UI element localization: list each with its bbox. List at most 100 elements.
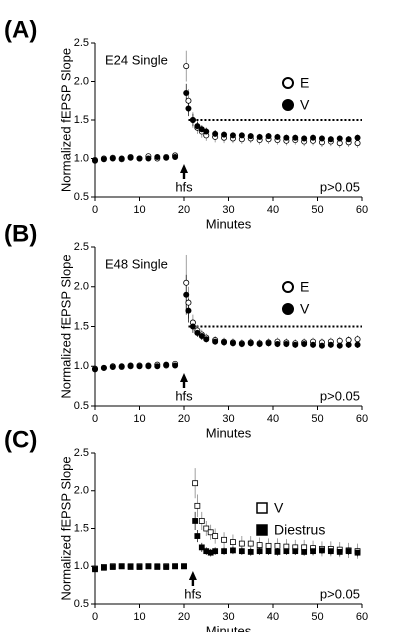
marker (292, 341, 299, 348)
marker (127, 154, 134, 161)
marker (274, 542, 281, 549)
legend-marker (282, 99, 294, 111)
marker (198, 333, 205, 340)
x-tick-label: 60 (356, 204, 368, 216)
x-tick-label: 0 (92, 611, 98, 623)
marker (189, 117, 196, 124)
marker (118, 155, 125, 162)
y-tick-label: 0.5 (74, 400, 89, 412)
marker (172, 362, 179, 369)
marker (345, 341, 352, 348)
y-tick-label: 2.0 (74, 75, 89, 87)
marker (354, 549, 361, 556)
marker (265, 542, 272, 549)
marker (100, 364, 107, 371)
x-axis-label: Minutes (206, 216, 252, 231)
marker (183, 90, 190, 97)
y-tick-label: 1.0 (74, 560, 89, 572)
marker (92, 566, 98, 573)
marker (212, 548, 219, 555)
marker (292, 548, 299, 555)
marker (265, 133, 272, 140)
marker (256, 340, 263, 347)
marker (154, 563, 161, 570)
marker (283, 134, 290, 141)
y-tick-label: 2.5 (74, 241, 89, 253)
y-tick-label: 0.5 (74, 191, 89, 203)
marker (194, 123, 201, 130)
marker (336, 549, 343, 555)
panel-label: (B) (4, 220, 37, 247)
marker (265, 340, 272, 347)
hfs-label: hfs (175, 179, 193, 194)
marker (247, 549, 254, 555)
y-axis-label: Normalized fEPSP Slope (58, 48, 73, 192)
marker (256, 133, 263, 140)
marker (283, 340, 290, 347)
legend-label: V (274, 500, 284, 516)
marker (230, 547, 236, 554)
x-tick-label: 10 (133, 413, 145, 425)
marker (212, 338, 219, 345)
hfs-label: hfs (175, 388, 193, 403)
y-tick-label: 2.0 (74, 485, 89, 497)
marker (212, 130, 219, 137)
marker (229, 132, 236, 139)
marker (172, 563, 179, 570)
marker (354, 341, 361, 348)
marker (238, 132, 245, 139)
y-tick-label: 1.0 (74, 152, 89, 164)
marker (301, 135, 308, 142)
x-tick-label: 50 (311, 204, 323, 216)
marker (185, 307, 192, 314)
y-tick-label: 1.5 (74, 522, 89, 534)
y-tick-label: 1.5 (74, 320, 89, 332)
marker (163, 361, 170, 368)
marker (336, 135, 343, 142)
marker (127, 362, 134, 369)
x-tick-label: 50 (311, 611, 323, 623)
marker (256, 542, 263, 549)
hfs-arrow (180, 164, 188, 179)
subtitle: E24 Single (105, 52, 168, 67)
x-tick-label: 50 (311, 413, 323, 425)
marker (256, 548, 263, 555)
marker (185, 97, 192, 104)
marker (221, 131, 228, 138)
marker (194, 329, 201, 336)
hfs-label: hfs (184, 586, 202, 601)
marker (345, 136, 352, 143)
marker (109, 364, 116, 371)
x-tick-label: 30 (222, 611, 234, 623)
marker (319, 547, 325, 554)
marker (109, 564, 116, 570)
marker (118, 563, 125, 570)
x-tick-label: 10 (133, 204, 145, 216)
y-tick-label: 0.5 (74, 598, 89, 610)
marker (163, 154, 170, 161)
marker (181, 563, 187, 570)
marker (145, 155, 152, 162)
marker (310, 134, 317, 141)
marker (192, 480, 199, 487)
marker (265, 548, 272, 555)
marker (327, 548, 334, 555)
marker (221, 339, 228, 346)
marker (274, 549, 281, 555)
marker (327, 136, 334, 143)
marker (310, 548, 316, 555)
marker (92, 366, 99, 373)
marker (345, 548, 352, 555)
y-tick-label: 2.5 (74, 447, 89, 459)
marker (185, 105, 192, 112)
marker (301, 549, 308, 555)
marker (274, 133, 281, 140)
marker (183, 279, 190, 286)
marker (136, 363, 143, 370)
marker (203, 336, 210, 343)
marker (183, 291, 190, 298)
marker (183, 63, 190, 70)
marker (192, 518, 199, 524)
legend-label: E (300, 279, 309, 295)
